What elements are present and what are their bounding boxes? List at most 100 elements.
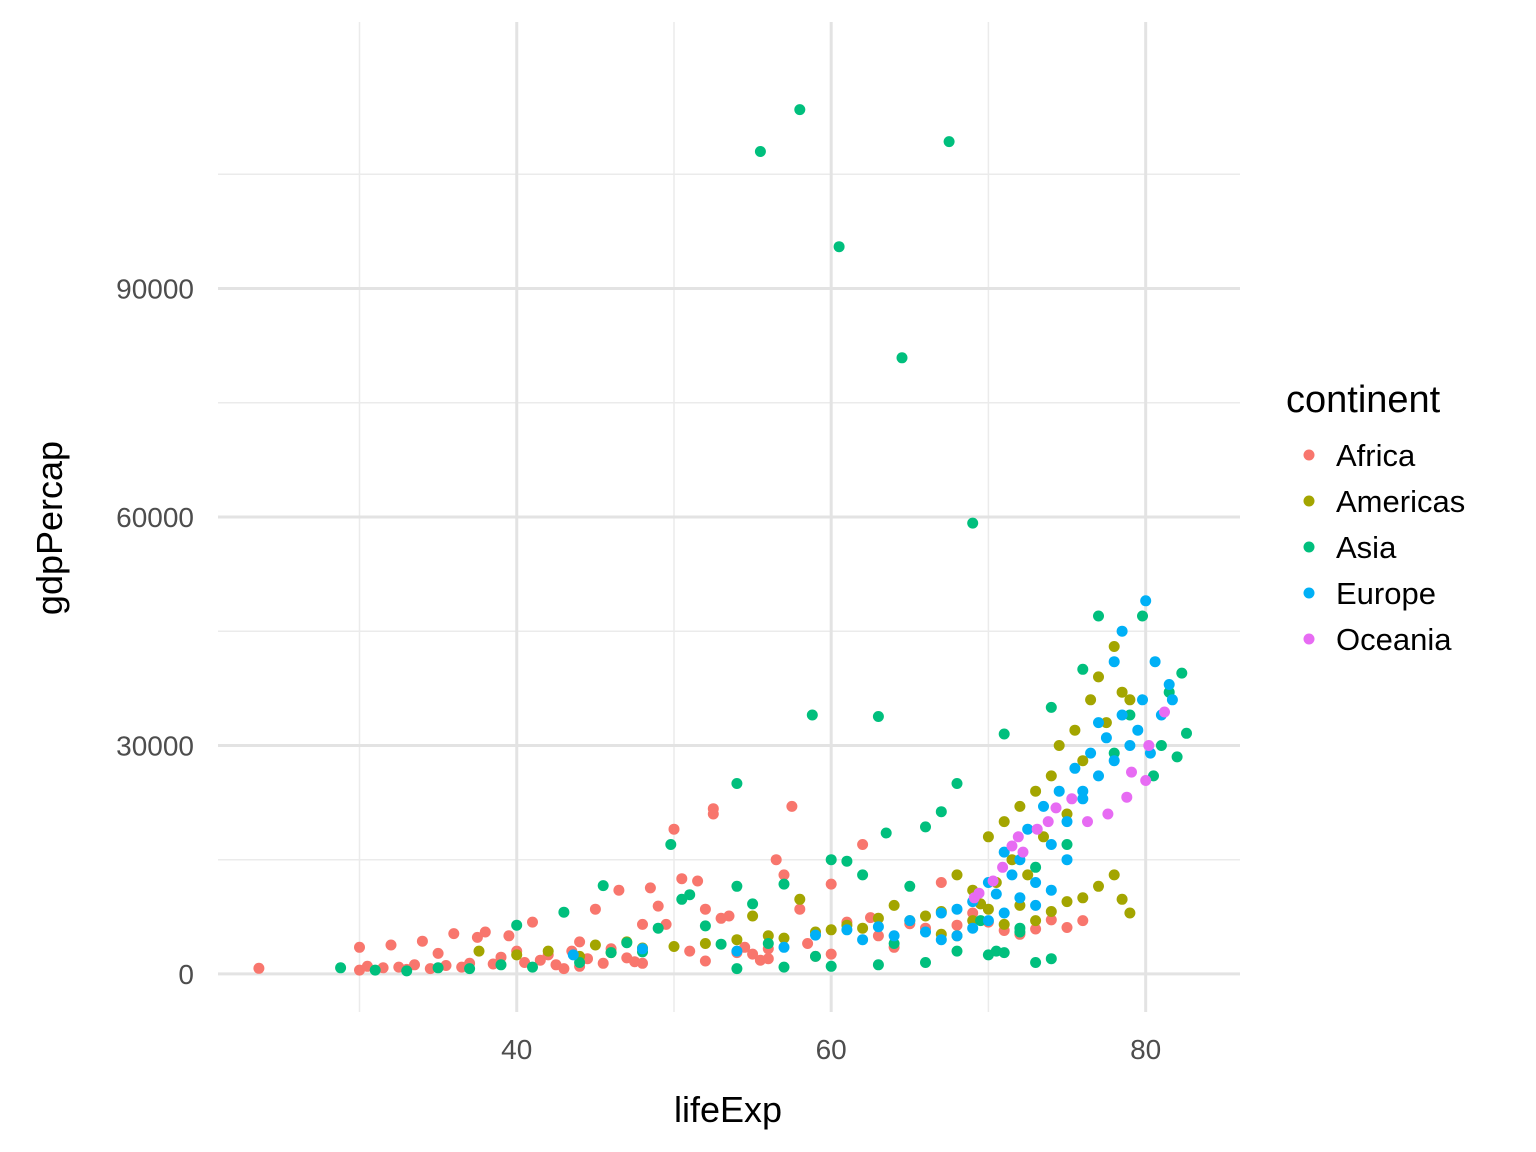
data-point-oceania <box>997 861 1009 873</box>
data-point-americas <box>982 903 994 915</box>
data-point-europe <box>1137 694 1148 706</box>
data-point-oceania <box>1042 816 1054 828</box>
data-point-asia <box>754 146 766 157</box>
data-point-europe <box>1045 884 1057 896</box>
data-point-americas <box>1124 694 1136 706</box>
data-point-asia <box>369 964 381 976</box>
data-point-africa <box>786 800 798 812</box>
data-point-asia <box>605 947 617 959</box>
data-point-americas <box>857 922 869 934</box>
data-point-oceania <box>1031 823 1043 835</box>
data-points <box>253 104 1192 977</box>
data-point-africa <box>802 938 814 949</box>
data-point-europe <box>1045 839 1057 850</box>
data-point-europe <box>857 934 869 946</box>
data-point-asia <box>951 778 963 789</box>
data-point-asia <box>432 962 444 974</box>
data-point-africa <box>409 959 420 971</box>
data-point-europe <box>1077 785 1089 797</box>
data-point-oceania <box>1102 808 1114 820</box>
data-point-asia <box>872 711 884 722</box>
legend-key-oceania <box>1303 633 1315 645</box>
data-point-americas <box>1045 770 1057 782</box>
data-point-europe <box>1077 793 1089 805</box>
data-point-asia <box>731 963 743 975</box>
data-point-americas <box>825 924 837 936</box>
x-axis-title: lifeExp <box>674 1089 782 1130</box>
data-point-asia <box>967 517 979 529</box>
x-axis-tick-labels: 40 60 80 <box>501 1034 1161 1065</box>
data-point-europe <box>998 907 1010 919</box>
data-point-asia <box>1014 922 1026 934</box>
data-point-americas <box>1038 831 1049 843</box>
data-point-asia <box>684 889 696 901</box>
data-point-americas <box>1014 899 1026 911</box>
data-point-africa <box>825 878 837 890</box>
data-point-asia <box>1045 701 1057 713</box>
data-point-europe <box>1149 656 1161 668</box>
data-point-europe <box>1030 877 1042 888</box>
data-point-asia <box>1030 957 1042 968</box>
data-point-americas <box>473 945 485 957</box>
data-point-europe <box>935 934 947 946</box>
data-point-americas <box>967 915 979 927</box>
data-point-americas <box>1022 869 1034 881</box>
grid-lines <box>218 22 1240 1012</box>
data-point-asia <box>1030 861 1042 873</box>
data-point-asia <box>495 959 507 971</box>
data-point-oceania <box>1017 846 1029 858</box>
data-point-americas <box>794 893 806 905</box>
data-point-asia <box>833 241 845 253</box>
data-point-asia <box>1176 667 1188 679</box>
data-point-americas <box>1116 686 1128 698</box>
legend-key-africa <box>1303 449 1315 461</box>
legend-title: continent <box>1286 379 1441 421</box>
data-point-europe <box>1116 709 1128 721</box>
data-point-americas <box>1093 880 1104 892</box>
data-point-americas <box>1030 915 1042 927</box>
data-point-asia <box>872 959 884 971</box>
data-point-africa <box>857 839 869 850</box>
legend-key-asia <box>1303 541 1315 553</box>
data-point-asia <box>998 947 1010 959</box>
data-point-asia <box>975 915 987 927</box>
y-axis-tick-labels: 0 30000 60000 90000 <box>116 274 194 990</box>
data-point-europe <box>810 929 821 941</box>
data-point-americas <box>731 934 743 946</box>
data-point-americas <box>1053 740 1065 751</box>
data-point-africa <box>723 910 735 922</box>
data-point-asia <box>825 854 837 866</box>
data-point-asia <box>778 878 790 890</box>
data-point-europe <box>778 941 790 953</box>
data-point-americas <box>1093 671 1104 683</box>
data-point-europe <box>904 915 916 927</box>
data-point-africa <box>676 873 688 885</box>
data-point-asia <box>920 957 931 968</box>
data-point-asia <box>841 855 853 867</box>
x-tick-label: 40 <box>501 1034 532 1065</box>
data-point-oceania <box>1082 816 1093 828</box>
data-point-americas <box>1100 717 1112 729</box>
data-point-americas <box>951 869 963 881</box>
data-point-asia <box>715 938 727 950</box>
data-point-europe <box>872 921 884 933</box>
data-point-europe <box>1038 800 1049 812</box>
data-point-oceania <box>1066 793 1078 805</box>
data-point-europe <box>1166 694 1178 706</box>
data-point-europe <box>1124 740 1136 751</box>
data-point-africa <box>1077 915 1089 927</box>
data-point-asia <box>652 922 664 934</box>
data-point-americas <box>747 910 759 922</box>
data-point-europe <box>1132 724 1144 736</box>
data-point-africa <box>794 903 806 915</box>
data-point-americas <box>1124 907 1136 919</box>
legend-key-europe <box>1303 587 1315 599</box>
data-point-africa <box>699 903 711 915</box>
data-point-africa <box>574 936 586 948</box>
data-point-asia <box>1181 727 1192 739</box>
data-point-oceania <box>973 887 985 899</box>
data-point-americas <box>778 932 790 944</box>
data-point-africa <box>872 930 884 942</box>
data-point-europe <box>1108 656 1120 668</box>
data-point-asia <box>558 906 570 918</box>
